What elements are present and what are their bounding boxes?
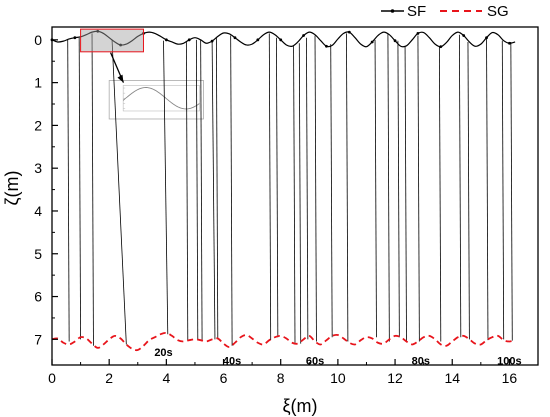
y-tick-label: 4 <box>34 203 42 219</box>
connector-line <box>374 39 377 338</box>
connector-line <box>276 37 279 338</box>
connector-line <box>330 44 333 338</box>
inset-panel <box>108 80 204 120</box>
legend: SF SG <box>381 3 509 20</box>
x-axis-label: ξ(m) <box>282 396 317 416</box>
series-sf-point <box>187 38 191 42</box>
x-tick-label: 6 <box>220 370 228 386</box>
y-tick-label: 0 <box>34 32 42 48</box>
connector-line <box>111 39 127 345</box>
series-sf-point <box>462 34 466 37</box>
zoom-box <box>80 28 144 53</box>
connector-line <box>306 37 309 340</box>
y-tick-label: 3 <box>34 160 42 176</box>
connector-line <box>417 35 420 342</box>
connector-line <box>268 33 272 341</box>
series-sf-point <box>119 43 123 47</box>
connector-line <box>387 33 390 342</box>
time-annotation: 60s <box>306 356 324 368</box>
connector-line <box>230 35 233 346</box>
connector-line <box>501 40 505 340</box>
connector-line <box>438 46 442 342</box>
connector-line <box>486 37 489 341</box>
connector-lines <box>67 33 513 346</box>
connector-line <box>346 33 349 342</box>
time-annotation: 80s <box>412 356 430 368</box>
series-sf-point <box>302 34 305 37</box>
time-annotation: 40s <box>223 356 241 368</box>
series-sf-point <box>96 29 100 33</box>
plot-border <box>51 26 539 366</box>
x-tick-label: 2 <box>105 370 113 386</box>
series-sf-line <box>51 30 516 48</box>
x-tick-label: 14 <box>444 370 460 386</box>
x-tick-label: 10 <box>330 370 346 386</box>
connector-line <box>458 34 462 338</box>
y-tick-label: 2 <box>34 117 42 133</box>
connector-line <box>215 37 219 340</box>
connector-line <box>467 41 470 340</box>
series-sg-line <box>51 331 516 352</box>
series-sf-point <box>73 36 77 40</box>
series-sf-point <box>370 40 374 44</box>
series-sf-point <box>485 36 488 40</box>
series-layer <box>50 29 516 352</box>
connector-line <box>200 39 203 341</box>
time-annotation: 20s <box>154 347 172 359</box>
connector-line <box>78 37 81 340</box>
connector-line <box>293 46 296 343</box>
legend-sg-label: SG <box>487 3 509 20</box>
connector-line <box>314 35 317 342</box>
x-tick-label: 12 <box>387 370 403 386</box>
connector-line <box>185 41 189 341</box>
connector-line <box>195 39 199 341</box>
series-sf-point <box>508 41 511 45</box>
series-sf-point <box>325 44 328 48</box>
series-sf-point <box>393 39 397 43</box>
x-tick-label: 16 <box>502 370 518 386</box>
time-annotations: 20s 40s 60s 80s 100s <box>154 347 521 368</box>
connector-line <box>211 39 216 340</box>
x-tick-label: 0 <box>48 370 56 386</box>
connector-line <box>163 40 169 335</box>
y-tick-label: 1 <box>34 75 42 91</box>
connector-line <box>298 43 302 344</box>
series-sf-point <box>347 30 351 34</box>
series-sf-point <box>279 38 283 42</box>
zoom-arrow-head <box>117 74 124 83</box>
y-tick-label: 7 <box>34 331 42 347</box>
y-tick-label: 5 <box>34 246 42 262</box>
series-sf-point <box>439 45 443 49</box>
connector-line <box>91 33 94 346</box>
connector-line <box>397 40 400 338</box>
connector-line <box>67 39 70 342</box>
series-sf-point <box>210 39 214 43</box>
x-tick-label: 8 <box>277 370 285 386</box>
series-sf-point <box>416 32 420 35</box>
y-tick-label: 6 <box>34 289 42 305</box>
time-annotation: 100s <box>497 356 521 368</box>
legend-sf-marker <box>390 9 395 13</box>
series-sf-point <box>233 36 237 40</box>
connector-line <box>404 45 407 342</box>
zoom-region <box>80 28 144 83</box>
y-axis-label: ζ(m) <box>2 171 22 206</box>
plot-frame <box>51 26 539 366</box>
series-sf-point <box>164 38 168 42</box>
inset-box <box>108 80 204 120</box>
series-sf-point <box>256 38 260 42</box>
connector-line <box>510 41 513 341</box>
x-tick-label: 4 <box>162 370 170 386</box>
legend-sf-label: SF <box>407 3 426 20</box>
